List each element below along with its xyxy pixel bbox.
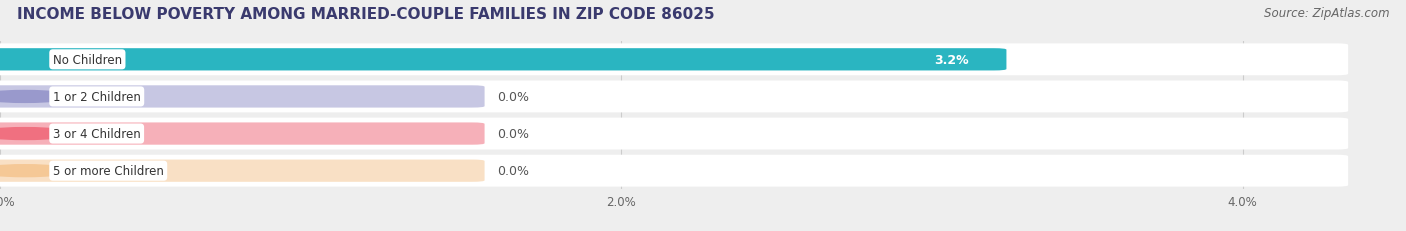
Text: 0.0%: 0.0% <box>496 91 529 103</box>
FancyBboxPatch shape <box>0 44 1348 76</box>
Text: 3.2%: 3.2% <box>935 54 969 67</box>
FancyBboxPatch shape <box>0 118 1348 150</box>
Circle shape <box>0 91 75 103</box>
FancyBboxPatch shape <box>0 49 1007 71</box>
Text: INCOME BELOW POVERTY AMONG MARRIED-COUPLE FAMILIES IN ZIP CODE 86025: INCOME BELOW POVERTY AMONG MARRIED-COUPL… <box>17 7 714 22</box>
Text: 5 or more Children: 5 or more Children <box>53 164 163 177</box>
FancyBboxPatch shape <box>0 155 1348 187</box>
Text: 3 or 4 Children: 3 or 4 Children <box>53 128 141 140</box>
Text: 0.0%: 0.0% <box>496 164 529 177</box>
Text: 1 or 2 Children: 1 or 2 Children <box>53 91 141 103</box>
Text: 0.0%: 0.0% <box>496 128 529 140</box>
Circle shape <box>0 128 75 140</box>
Circle shape <box>0 165 75 177</box>
FancyBboxPatch shape <box>0 123 485 145</box>
FancyBboxPatch shape <box>0 86 485 108</box>
Text: Source: ZipAtlas.com: Source: ZipAtlas.com <box>1264 7 1389 20</box>
FancyBboxPatch shape <box>0 160 485 182</box>
FancyBboxPatch shape <box>0 81 1348 113</box>
Text: No Children: No Children <box>53 54 122 67</box>
Circle shape <box>0 54 75 66</box>
